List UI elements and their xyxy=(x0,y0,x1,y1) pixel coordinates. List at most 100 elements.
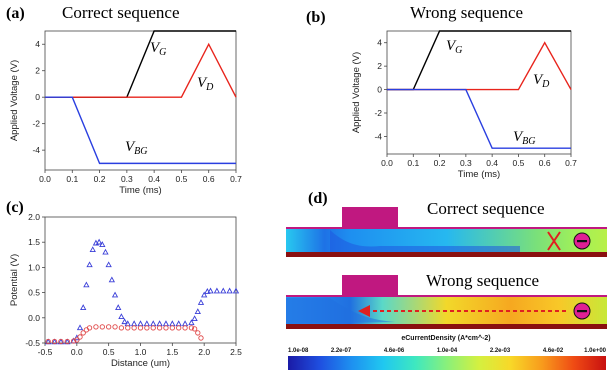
x-tick-label: 2.0 xyxy=(198,347,210,357)
y-tick-label: 4 xyxy=(377,38,382,48)
x-tick-label: 0.0 xyxy=(71,347,83,357)
x-tick-label: 0.4 xyxy=(486,158,498,168)
data-point-circle xyxy=(169,325,175,331)
series-label-BG: VBG xyxy=(125,139,148,157)
x-tick-label: 0.4 xyxy=(148,174,160,184)
data-point-circle xyxy=(198,335,204,341)
data-point-circle xyxy=(71,338,77,344)
data-point-triangle xyxy=(191,315,198,322)
device-top-title: Correct sequence xyxy=(427,199,545,218)
y-tick-label: 2 xyxy=(35,66,40,76)
x-tick-label: 0.3 xyxy=(121,174,133,184)
x-tick-label: 0.0 xyxy=(381,158,393,168)
x-tick-label: 0.5 xyxy=(103,347,115,357)
data-point-circle xyxy=(74,337,80,343)
x-tick-label: 0.5 xyxy=(176,174,188,184)
data-point-triangle xyxy=(108,276,116,283)
data-point-triangle xyxy=(111,291,119,298)
data-point-circle xyxy=(99,324,105,330)
data-point-circle xyxy=(163,325,169,331)
x-tick-label: 0.0 xyxy=(39,174,51,184)
data-point-circle xyxy=(106,324,112,330)
data-point-triangle xyxy=(80,304,87,310)
data-point-circle xyxy=(112,324,118,330)
series-label-G: VG xyxy=(150,40,166,58)
panel-a-title: Correct sequence xyxy=(62,3,180,22)
chart-c: -0.5 0.0 0.5 1.0 1.5 2.0 2.5 2.0 1.5 1.0 0.5 0.0 -0.… xyxy=(9,212,242,369)
data-point-triangle xyxy=(194,308,201,315)
electron-icon-top xyxy=(573,232,591,250)
x-axis-label: Distance (um) xyxy=(111,358,170,369)
colorbar-tick-label: 4.6e-06 xyxy=(384,348,405,354)
data-point-triangle xyxy=(99,241,106,247)
y-axis-label: Applied Voltage (V) xyxy=(9,60,20,141)
y-tick-label: 1.5 xyxy=(28,237,40,247)
plot-frame xyxy=(44,30,237,171)
x-axis-label: Time (ms) xyxy=(119,185,161,196)
panel-b-label: (b) xyxy=(306,9,326,26)
plot-frame xyxy=(44,216,237,344)
gate-top xyxy=(342,207,398,229)
channel-top xyxy=(286,229,607,252)
y-tick-label: 0.5 xyxy=(28,288,40,298)
data-point-circle xyxy=(150,325,156,331)
device-bottom-title: Wrong sequence xyxy=(426,271,539,290)
panel-a-label: (a) xyxy=(6,5,25,22)
data-point-circle xyxy=(118,325,125,331)
y-tick-label: 0.0 xyxy=(28,313,40,323)
colorbar-ticks: 1.0e-08 2.2e-07 4.6e-06 1.0e-04 2.2e-03 4.6e-… xyxy=(288,348,607,354)
y-tick-label: -2 xyxy=(374,108,382,118)
y-tick-label: 1.0 xyxy=(28,262,40,272)
data-point-triangle xyxy=(86,261,93,268)
x-tick-label: 0.6 xyxy=(539,158,551,168)
data-point-triangle xyxy=(226,287,233,294)
series-label-G: VG xyxy=(446,38,462,56)
x-tick-label: 0.6 xyxy=(203,174,215,184)
data-point-circle xyxy=(125,325,131,331)
x-axis-label: Time (ms) xyxy=(458,169,500,180)
depletion-top xyxy=(330,230,520,252)
data-point-circle xyxy=(144,325,150,331)
data-point-triangle xyxy=(175,320,182,327)
data-point-triangle xyxy=(188,319,195,326)
chart-a: 0.0 0.1 0.2 0.3 0.4 0.5 0.6 0.7 4 2 0 -2 -4 Time (ms)… xyxy=(9,30,242,196)
data-point-circle xyxy=(86,325,93,331)
colorbar-tick-label: 2.2e-03 xyxy=(490,348,511,354)
substrate-top xyxy=(286,252,607,257)
data-point-triangle xyxy=(201,291,208,298)
series-line-D xyxy=(45,42,237,98)
substrate-bottom xyxy=(286,324,607,329)
data-point-triangle xyxy=(95,238,103,245)
chart-b: 0.0 0.1 0.2 0.3 0.4 0.5 0.6 0.7 4 2 0 -2 -4 Time (ms)… xyxy=(351,30,577,180)
y-tick-label: 0 xyxy=(35,92,40,102)
data-point-circle xyxy=(191,326,198,332)
data-point-circle xyxy=(93,324,99,330)
data-point-triangle xyxy=(162,320,170,327)
x-tick-label: 0.2 xyxy=(434,158,446,168)
x-tick-label: 1.5 xyxy=(166,347,178,357)
colorbar-gradient xyxy=(288,356,606,370)
data-point-circle xyxy=(131,325,137,331)
y-tick-label: 0 xyxy=(377,85,382,95)
y-tick-label: -0.5 xyxy=(25,338,40,348)
x-tick-label: 0.1 xyxy=(407,158,419,168)
x-tick-label: 0.2 xyxy=(94,174,106,184)
gate-oxide-bottom xyxy=(286,295,607,297)
data-point-circle xyxy=(176,325,182,331)
data-point-triangle xyxy=(232,287,240,294)
data-point-circle xyxy=(64,338,70,345)
data-point-circle xyxy=(58,338,64,345)
data-point-triangle xyxy=(115,304,122,310)
series-label-D: VD xyxy=(197,75,214,93)
data-point-circle xyxy=(195,330,201,336)
blocked-cross-icon xyxy=(547,231,561,251)
data-point-triangle xyxy=(102,248,109,255)
x-tick-label: 0.1 xyxy=(66,174,78,184)
data-point-triangle xyxy=(130,320,138,327)
device-simulation: Correct sequence Wrong sequence eC xyxy=(286,199,607,370)
data-point-triangle xyxy=(121,318,128,325)
electron-icon-bottom xyxy=(573,302,591,320)
data-point-circle xyxy=(51,338,58,345)
